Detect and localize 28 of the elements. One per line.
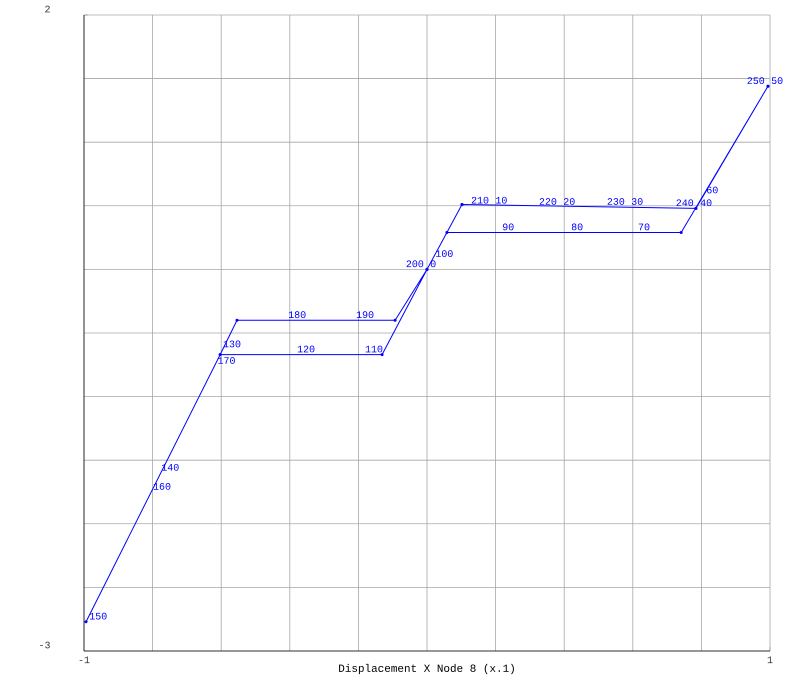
annotation: 50 [772,77,782,84]
annotation: 220 [540,198,556,205]
annotation: 210 [472,196,488,204]
annotation: 110 [366,346,382,352]
annotation: 100 [436,250,453,258]
x-tick-label: -1 [80,656,90,664]
annotation: 150 [90,612,107,620]
y-tick-label: 2 [45,6,50,12]
x-tick-label: 1 [768,656,773,664]
annotation: 10 [496,196,507,204]
annotation: 170 [218,357,235,364]
annotation: 80 [572,224,583,230]
annotation: 250 [748,77,764,84]
y-tick-label: -3 [40,642,50,648]
annotation: 0 [430,260,436,268]
annotation: 160 [154,483,170,490]
annotation: 190 [356,311,374,318]
annotation: 120 [298,346,314,352]
annotation: 20 [564,198,575,205]
annotation: 70 [638,224,650,230]
annotation: 180 [288,311,306,318]
x-axis-title: Displacement X Node 8 (x.1) [339,664,514,674]
annotation: 200 [406,260,424,268]
annotation: 240 [676,199,694,206]
annotation: 30 [632,198,643,205]
annotation: 90 [502,224,514,230]
annotation: 230 [608,198,624,205]
annotation: 40 [700,199,712,206]
